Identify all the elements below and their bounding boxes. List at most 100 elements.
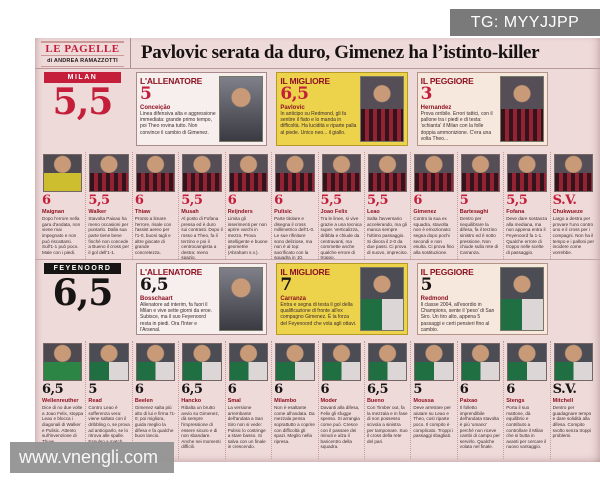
worst-rating: 3 xyxy=(420,84,433,104)
player-rating: 6 xyxy=(227,193,237,208)
feyenoord-coach-box: L'ALLENATORE 6,5 Bosschaart Allenatore a… xyxy=(136,263,268,335)
player-card: 5,5 Joao Felix Tra le linee, si vive gra… xyxy=(319,152,365,259)
player-rating: 5,5 xyxy=(181,193,203,208)
coach-rating: 5 xyxy=(140,84,152,104)
feyenoord-coach-photo xyxy=(219,267,264,331)
milan-best-box: IL MIGLIORE 6,5 Pavlovic In anticipo su … xyxy=(276,72,408,146)
feyenoord-worst-photo xyxy=(499,267,544,331)
player-rating: S.V. xyxy=(552,193,577,208)
player-comment: Con Timber out, fa la mezzala e in fase … xyxy=(366,405,408,444)
player-card: 6 Moder Davanti alla difesa, Felix gli s… xyxy=(319,341,365,459)
worst-heading: IL PEGGIORE xyxy=(420,76,474,86)
player-card: 6,5 Wellenreuther Dice di no due volte a… xyxy=(40,341,87,459)
best-comment: In anticipo su Redmond, gli fa sentire i… xyxy=(280,110,357,136)
best-comment: Entra e segna di testa il gol della qual… xyxy=(280,301,357,327)
milan-coach-info: L'ALLENATORE 5 Conceição Linea difensiva… xyxy=(140,76,216,142)
milan-coach-box: L'ALLENATORE 5 Conceição Linea difensiva… xyxy=(136,72,268,146)
player-card: 6,5 Hancko Ribalta un brutto avvio su Gi… xyxy=(179,341,226,459)
player-photo xyxy=(89,343,129,381)
player-name: Mitchell xyxy=(552,398,574,405)
player-card: 5 Moussa Deve arretrare per aiutare su L… xyxy=(411,341,458,459)
player-rating: 5 xyxy=(413,382,422,397)
milan-team-rating: 5,5 xyxy=(52,81,114,123)
player-name: Moder xyxy=(320,398,338,405)
feyenoord-boxes: L'ALLENATORE 6,5 Bosschaart Allenatore a… xyxy=(130,260,600,340)
player-comment: Ribalta un brutto avvio su Gimenez, dà s… xyxy=(181,405,221,450)
feyenoord-best-info: IL MIGLIORE 7 Carranza Entra e segna di … xyxy=(280,267,356,331)
feyenoord-worst-box: IL PEGGIORE 5 Redmond Il classe 2004, al… xyxy=(416,263,548,335)
player-card: 6 Smal La versione arrembante dell'andat… xyxy=(226,341,273,459)
masthead-title: LE PAGELLE xyxy=(41,41,124,56)
player-card: 6 Stengs Porta il suo mattone, dà equili… xyxy=(504,341,551,459)
player-rating: 6 xyxy=(274,193,283,208)
coach-comment: Linea difensiva alta e aggressione immed… xyxy=(140,110,216,136)
player-comment: Dentro per riequilibrare la difesa, fa i… xyxy=(459,216,499,255)
best-name: Pavlovic xyxy=(280,104,305,111)
player-comment: Deve dare sostanza alla mediana, ma non … xyxy=(506,216,548,255)
player-card: 6 Milambo Non è esaltante come all'andat… xyxy=(272,341,319,459)
coach-heading: L'ALLENATORE xyxy=(140,76,203,86)
milan-team-block: MILAN 5,5 xyxy=(35,69,130,151)
player-name: Bartesaghi xyxy=(459,209,489,216)
player-card: S.V. Chukwueze Largo a destra per provar… xyxy=(551,152,596,259)
player-name: Thiaw xyxy=(134,209,151,216)
player-rating: 6 xyxy=(413,193,422,208)
feyenoord-summary-band: FEYENOORD 6,5 L'ALLENATORE 6,5 Bosschaar… xyxy=(35,259,600,340)
feyenoord-team-tag: FEYENOORD xyxy=(44,263,121,274)
player-name: Gimenez xyxy=(413,209,437,216)
player-comment: Dentro per guadagnare tempo e dare solid… xyxy=(552,405,592,439)
player-comment: Parte titolare e disegna il cross millim… xyxy=(274,216,315,259)
best-rating: 6,5 xyxy=(280,84,309,104)
player-rating: 6 xyxy=(227,382,237,397)
player-rating: 5,5 xyxy=(320,193,343,208)
best-heading: IL MIGLIORE xyxy=(280,267,330,277)
player-card: 6 Reijnders Limita gli inserimenti per n… xyxy=(226,152,273,259)
player-comment: Contro la sua ex squadra, stavolta non è… xyxy=(413,216,454,255)
player-comment: Al posto di Fofana pressa ed è duro sui … xyxy=(181,216,223,259)
milan-best-photo xyxy=(359,76,404,142)
player-rating: 6,5 xyxy=(42,382,64,397)
player-rating: 6 xyxy=(459,382,469,397)
masthead: LE PAGELLE di ANDREA RAMAZZOTTI xyxy=(35,38,131,68)
player-name: Read xyxy=(88,398,102,405)
player-rating: S.V. xyxy=(552,382,577,397)
feyenoord-best-photo xyxy=(359,267,404,331)
player-photo xyxy=(228,343,269,381)
player-photo xyxy=(414,154,454,192)
player-photo xyxy=(553,343,594,381)
player-name: Fofana xyxy=(506,209,525,216)
player-comment: Gimenez salta più alto di lui e firma l'… xyxy=(134,405,176,439)
player-name: Milambo xyxy=(274,398,297,405)
player-card: 6 Gimenez Contro la sua ex squadra, stav… xyxy=(411,152,458,259)
player-rating: 6,5 xyxy=(181,382,203,397)
player-card: 5,5 Leao Salta l'avversario accelerando,… xyxy=(365,152,412,259)
milan-boxes: L'ALLENATORE 5 Conceição Linea difensiva… xyxy=(130,69,600,151)
player-comment: Dice di no due volte a Joao Felix, stopp… xyxy=(42,405,84,444)
feyenoord-best-box: IL MIGLIORE 7 Carranza Entra e segna di … xyxy=(276,263,408,335)
worst-name: Hernandez xyxy=(420,104,452,111)
player-name: Chukwueze xyxy=(552,209,583,216)
milan-team-tag: MILAN xyxy=(44,72,121,83)
player-comment: Davanti alla difesa, Felix gli sfugge sp… xyxy=(320,405,360,450)
watermark-url: www.vnengli.com xyxy=(10,442,174,473)
player-comment: Porta il suo mattone, dà equilibrio e co… xyxy=(506,405,547,450)
page-header: LE PAGELLE di ANDREA RAMAZZOTTI Pavlovic… xyxy=(35,38,600,69)
player-photo xyxy=(414,343,454,381)
player-name: Joao Felix xyxy=(320,209,348,216)
player-name: Stengs xyxy=(506,398,525,405)
player-rating: 6,5 xyxy=(366,382,389,397)
player-card: 5,5 Musah Al posto di Fofana pressa ed è… xyxy=(179,152,226,259)
player-comment: Non è esaltante come all'andata. Da mezz… xyxy=(274,405,315,444)
player-photo xyxy=(43,154,83,192)
best-heading: IL MIGLIORE xyxy=(280,76,330,86)
player-photo xyxy=(321,154,361,192)
player-name: Maignan xyxy=(42,209,65,216)
player-comment: Dopo l'errore nella gara d'andata, non v… xyxy=(42,216,81,255)
coach-comment: Allenatore ad interim, fa fuori il Milan… xyxy=(140,301,212,331)
player-photo xyxy=(367,154,408,192)
player-rating: 6 xyxy=(506,382,515,397)
player-photo xyxy=(135,343,176,381)
player-photo xyxy=(367,343,408,381)
player-card: 6,5 Bueno Con Timber out, fa la mezzala … xyxy=(365,341,412,459)
player-name: Paixao xyxy=(459,398,478,405)
